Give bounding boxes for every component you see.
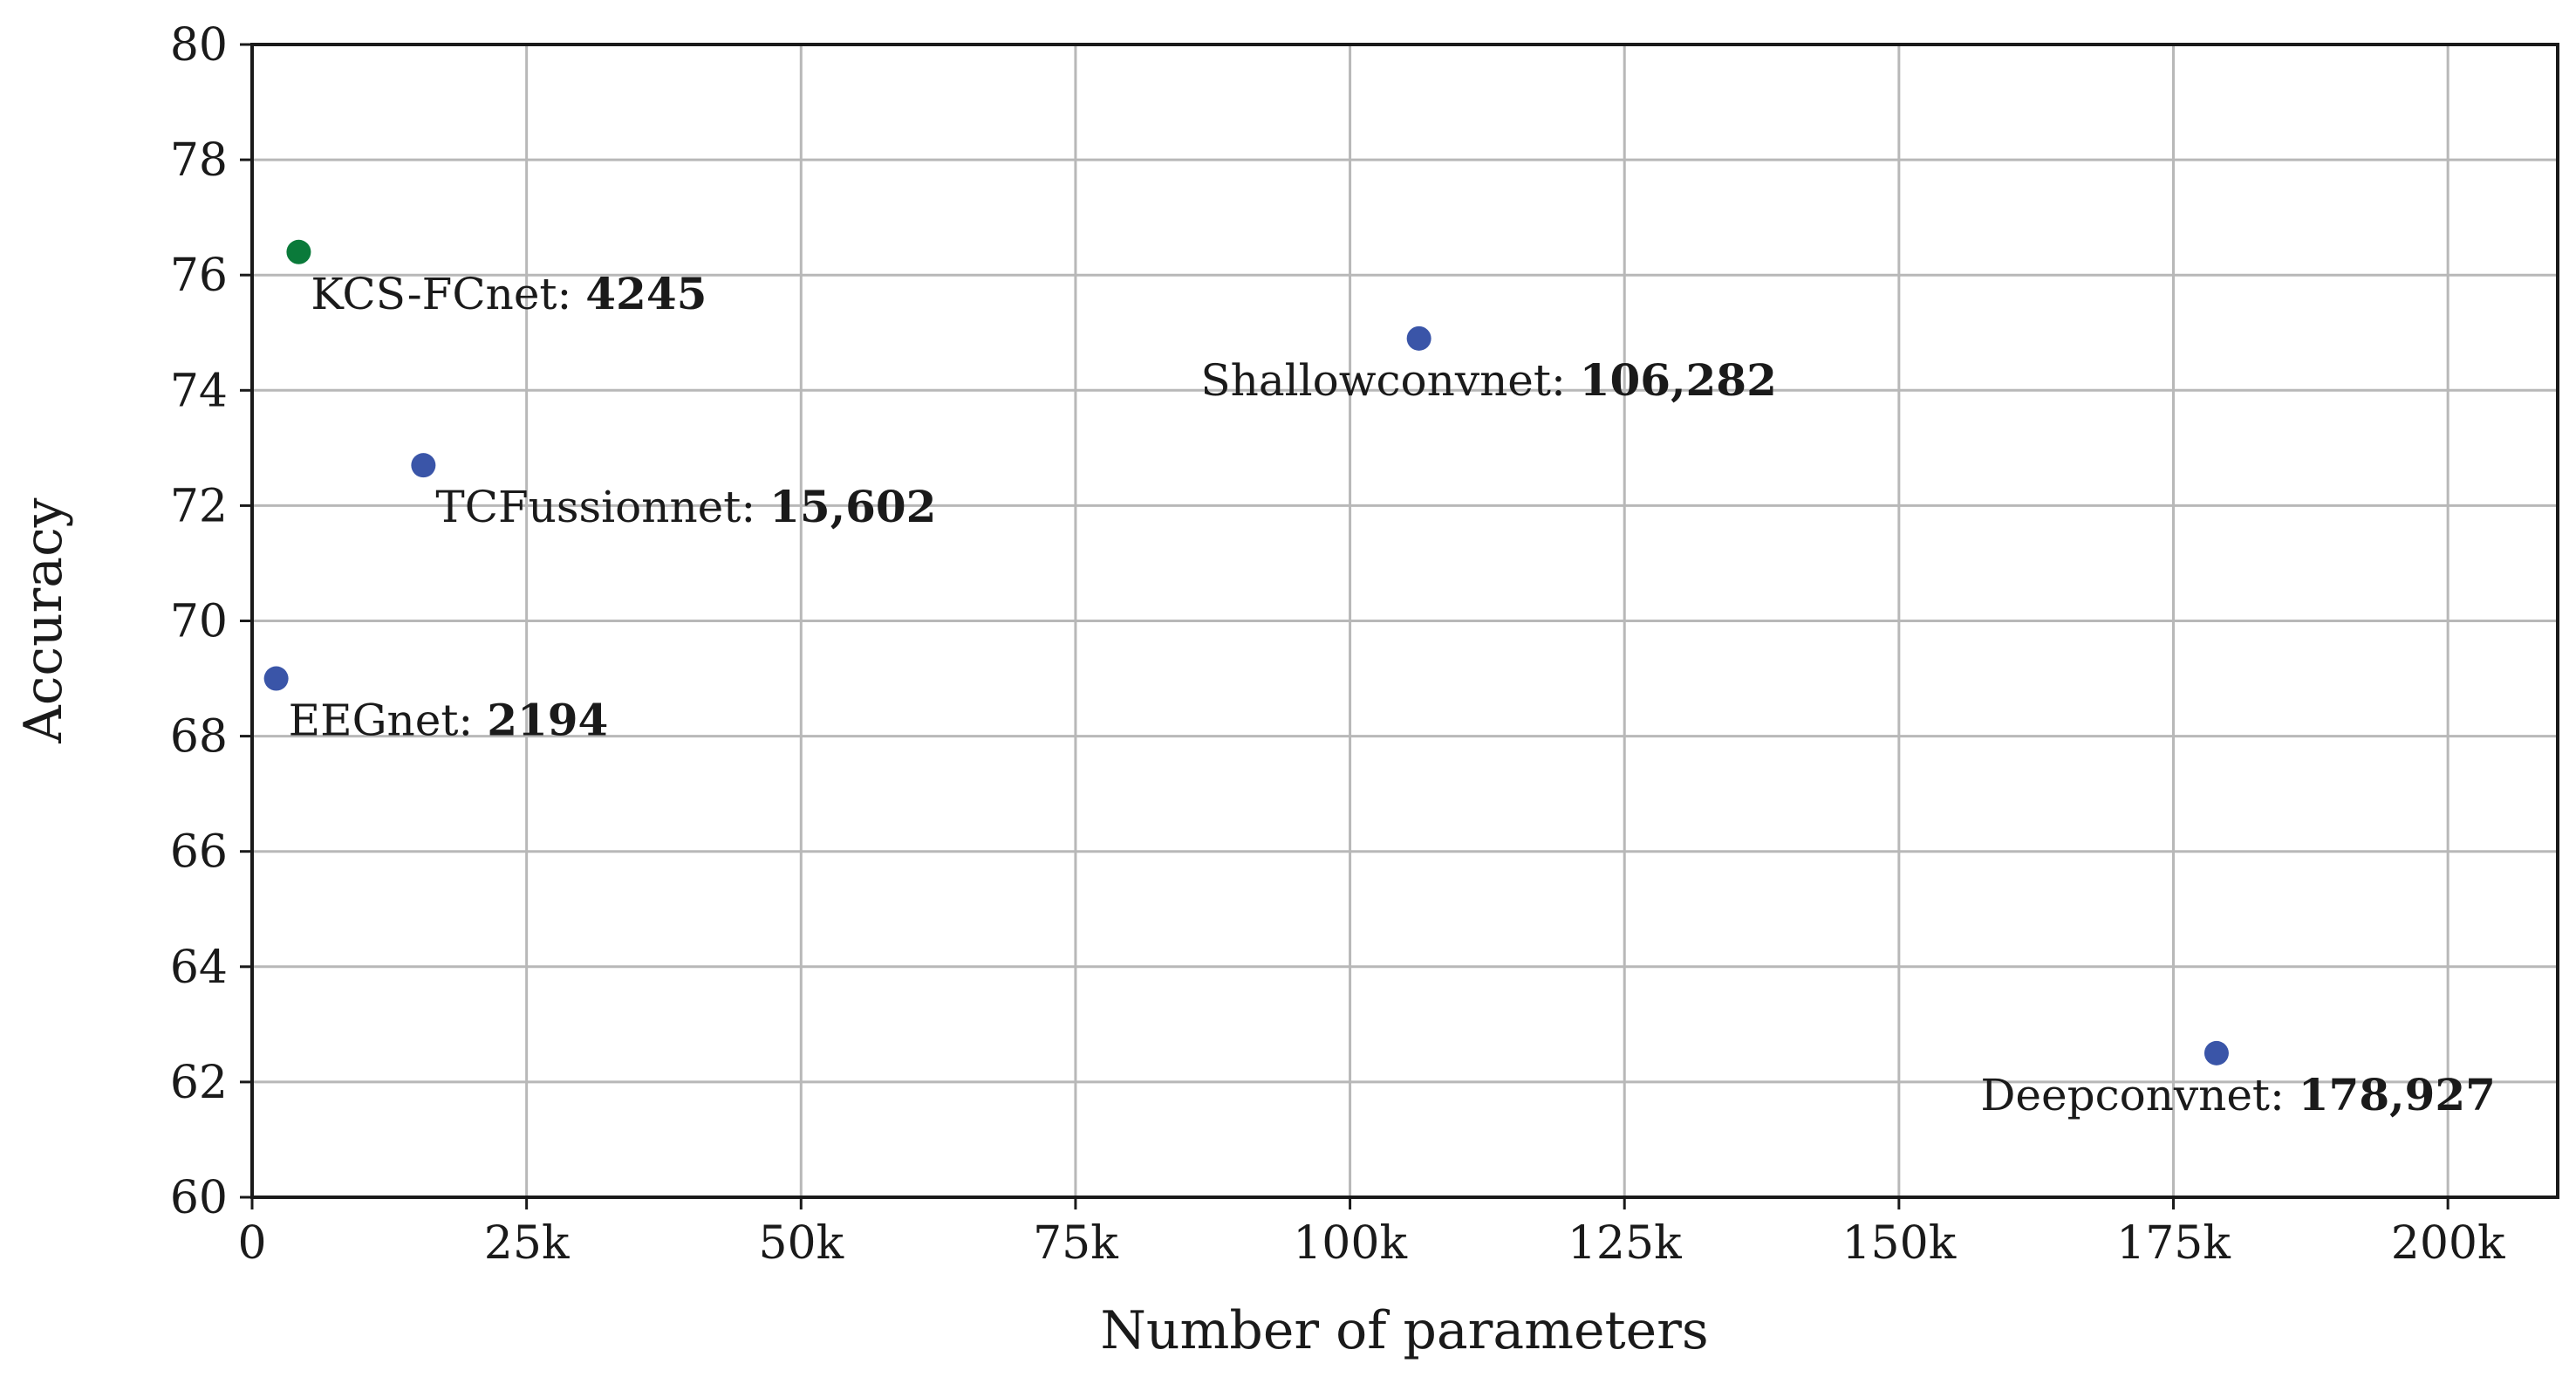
y-tick-label: 62 — [170, 1057, 228, 1109]
x-tick-label: 125k — [1568, 1217, 1682, 1270]
x-tick-label: 0 — [237, 1217, 266, 1270]
y-tick-labels: 60 62 64 66 68 70 72 74 76 78 80 — [170, 19, 252, 1224]
y-tick-label: 78 — [170, 134, 228, 187]
x-tick-label: 50k — [758, 1217, 844, 1270]
x-tick-label: 75k — [1033, 1217, 1118, 1270]
x-tick-label: 175k — [2116, 1217, 2231, 1270]
y-tick-label: 70 — [170, 596, 228, 648]
data-point — [286, 239, 311, 264]
data-point — [1406, 325, 1431, 351]
grid-lines — [252, 45, 2558, 1197]
point-label: Shallowconvnet: 106,282 — [1200, 354, 1776, 406]
x-tick-label: 150k — [1841, 1217, 1956, 1270]
y-tick-label: 74 — [170, 365, 228, 417]
data-point — [263, 666, 289, 691]
y-tick-label: 76 — [170, 250, 228, 302]
point-label: Deepconvnet: 178,927 — [1980, 1069, 2496, 1120]
data-point — [411, 453, 436, 478]
x-tick-labels: 0 25k 50k 75k 100k 125k 150k 175k 200k — [237, 1197, 2505, 1270]
data-points: KCS-FCnet: 4245 TCFussionnet: 15,602 EEGne… — [263, 239, 2496, 1120]
x-axis-label: Number of parameters — [1100, 1300, 1708, 1361]
y-tick-label: 66 — [170, 826, 228, 879]
point-label: KCS-FCnet: 4245 — [311, 268, 707, 319]
x-tick-label: 100k — [1293, 1217, 1407, 1270]
y-tick-label: 68 — [170, 711, 228, 764]
x-tick-label: 25k — [484, 1217, 570, 1270]
y-tick-label: 72 — [170, 480, 228, 532]
data-point — [2204, 1040, 2229, 1065]
x-tick-label: 200k — [2391, 1217, 2505, 1270]
y-tick-label: 80 — [170, 19, 228, 72]
y-tick-label: 60 — [170, 1172, 228, 1224]
y-axis-label: Accuracy — [13, 497, 74, 743]
y-tick-label: 64 — [170, 942, 228, 994]
point-label: EEGnet: 2194 — [289, 695, 609, 746]
point-label: TCFussionnet: 15,602 — [435, 481, 936, 532]
